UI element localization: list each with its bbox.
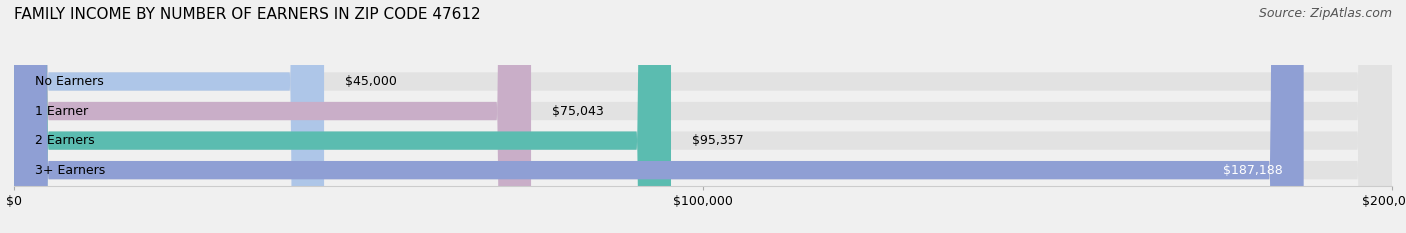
Text: $95,357: $95,357 — [692, 134, 744, 147]
FancyBboxPatch shape — [14, 0, 1392, 233]
Text: $45,000: $45,000 — [344, 75, 396, 88]
Text: 3+ Earners: 3+ Earners — [35, 164, 105, 177]
FancyBboxPatch shape — [14, 0, 325, 233]
FancyBboxPatch shape — [14, 0, 1392, 233]
Text: No Earners: No Earners — [35, 75, 104, 88]
FancyBboxPatch shape — [14, 0, 1392, 233]
FancyBboxPatch shape — [14, 0, 671, 233]
Text: $75,043: $75,043 — [551, 105, 603, 117]
FancyBboxPatch shape — [14, 0, 531, 233]
Text: 2 Earners: 2 Earners — [35, 134, 94, 147]
Text: $187,188: $187,188 — [1223, 164, 1284, 177]
FancyBboxPatch shape — [14, 0, 1303, 233]
Text: Source: ZipAtlas.com: Source: ZipAtlas.com — [1258, 7, 1392, 20]
Text: FAMILY INCOME BY NUMBER OF EARNERS IN ZIP CODE 47612: FAMILY INCOME BY NUMBER OF EARNERS IN ZI… — [14, 7, 481, 22]
FancyBboxPatch shape — [14, 0, 1392, 233]
Text: 1 Earner: 1 Earner — [35, 105, 87, 117]
